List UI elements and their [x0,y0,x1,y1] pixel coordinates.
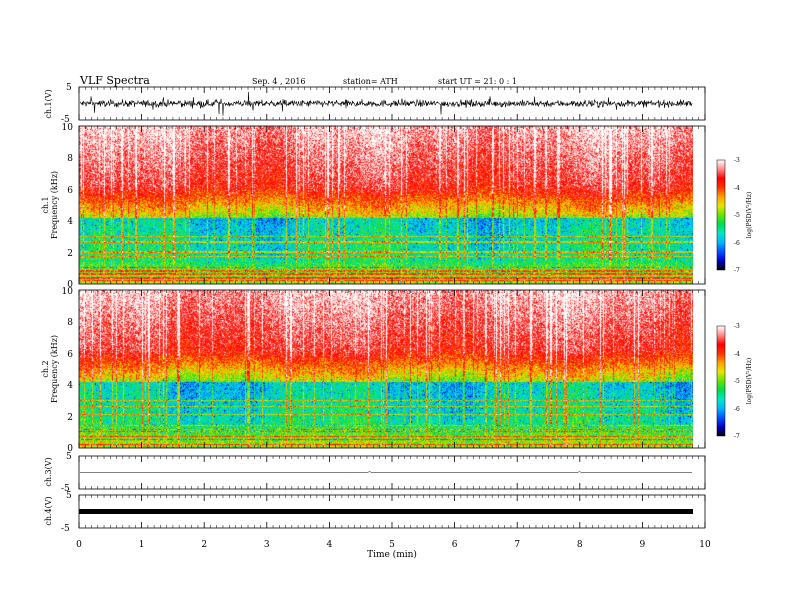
ch4-waveform-series [79,509,693,514]
ch4-ytick-bottom: -5 [61,524,70,534]
ch1-spec-ylabel: Frequency (kHz) [50,171,59,239]
ch2-spec-ytick-4: 4 [67,381,73,391]
panel-ch4-xticks [78,495,706,528]
x-tick-label-8: 8 [577,540,583,550]
x-axis-label: Time (min) [367,549,417,560]
x-tick-label-5: 5 [389,540,395,550]
ch1-cb-tick-m5: -5 [734,212,740,219]
ch1-waveform-series [79,91,693,116]
ch1-ytick-bottom: -5 [61,115,70,125]
ch2-spec-ytick-0: 0 [67,444,73,454]
ch1-waveform-ylabel: ch.1(V) [44,89,53,118]
x-tick-label-7: 7 [514,540,520,550]
panel-ch3-waveform: 5 -5 ch.3(V) [44,452,706,494]
panel-ch1-spec-yticks: 0 2 4 6 8 10 [62,123,74,290]
ch2-spec-ytick-8: 8 [67,318,73,328]
chart-title: VLF Spectra [79,74,150,87]
ch4-waveform-ylabel: ch.4(V) [44,496,53,525]
ch1-ytick-top: 5 [66,83,72,93]
panel-ch3-xticks [78,456,706,489]
x-tick-label-3: 3 [264,540,270,550]
ch2-spectrogram-image [79,290,693,448]
panel-ch2-spec-yticks: 0 2 4 6 8 10 [62,287,74,454]
header-date: Sep. 4 , 2016 [252,77,306,86]
ch3-waveform-series [79,470,693,474]
header-station: station= ATH [343,77,398,86]
x-tick-label-2: 2 [201,540,207,550]
ch2-cb-tick-m4: -4 [734,351,740,358]
ch1-cb-tick-m6: -6 [734,240,740,247]
ch2-spec-channel-label: ch.2 [41,360,50,377]
ch1-cb-tick-m7: -7 [734,267,740,274]
ch2-colorbar-ticks: -3 -4 -5 -6 -7 [734,323,740,440]
ch1-spec-ytick-10: 10 [62,123,74,133]
ch1-spec-ytick-2: 2 [67,249,73,259]
header-start-time: start UT = 21: 0 : 1 [438,77,517,86]
ch3-ytick-top: 5 [66,452,72,462]
ch2-spec-ytick-10: 10 [62,287,74,297]
panel-ch4-waveform: 5 -5 ch.4(V) [44,491,706,534]
ch2-cb-tick-m7: -7 [734,433,740,440]
panel-ch1-spec-xticks [78,126,706,284]
ch1-spec-channel-label: ch.1 [41,196,50,213]
x-tick-label-1: 1 [139,540,145,550]
ch2-cb-tick-m6: -6 [734,406,740,413]
ch2-colorbar-label: log(PSD(V²/Hz) [746,358,753,405]
x-tick-label-9: 9 [640,540,646,550]
ch1-cb-tick-m3: -3 [734,157,740,164]
ch1-colorbar-label: log(PSD(V²/Hz) [746,192,753,239]
ch2-cb-tick-m3: -3 [734,323,740,330]
ch1-spec-ytick-4: 4 [67,217,73,227]
ch2-spec-ytick-2: 2 [67,413,73,423]
panel-ch1-xticks [78,87,706,120]
ch1-spec-ytick-8: 8 [67,154,73,164]
panel-ch2-spec-xticks [78,290,706,448]
x-tick-label-6: 6 [452,540,458,550]
ch2-spec-ylabel: Frequency (kHz) [50,335,59,403]
ch4-ytick-top: 5 [66,491,72,501]
panel-ch2-spectrogram: 0 2 4 6 8 10 ch.2 Frequency (kHz) -3 -4 … [41,287,753,454]
ch1-cb-tick-m4: -4 [734,185,740,192]
x-tick-label-4: 4 [327,540,333,550]
ch1-colorbar-ticks: -3 -4 -5 -6 -7 [734,157,740,274]
ch2-colorbar [716,325,726,437]
panel-ch1-waveform: 5 -5 ch.1(V) [44,83,706,125]
ch1-colorbar [716,159,726,271]
ch2-cb-tick-m5: -5 [734,378,740,385]
ch2-spec-ytick-6: 6 [67,350,73,360]
x-axis-tick-labels: 0 1 2 3 4 5 6 7 8 9 10 [76,540,711,550]
ch3-ytick-bottom: -5 [61,484,70,494]
ch1-spectrogram-image [79,126,693,284]
ch1-spec-ytick-6: 6 [67,186,73,196]
ch3-waveform-ylabel: ch.3(V) [44,457,53,486]
x-tick-label-10: 10 [699,540,711,550]
ch1-spec-ytick-0: 0 [67,280,73,290]
panel-ch1-spectrogram: 0 2 4 6 8 10 ch.1 Frequency (kHz) -3 -4 … [41,123,753,290]
x-tick-label-0: 0 [76,540,82,550]
